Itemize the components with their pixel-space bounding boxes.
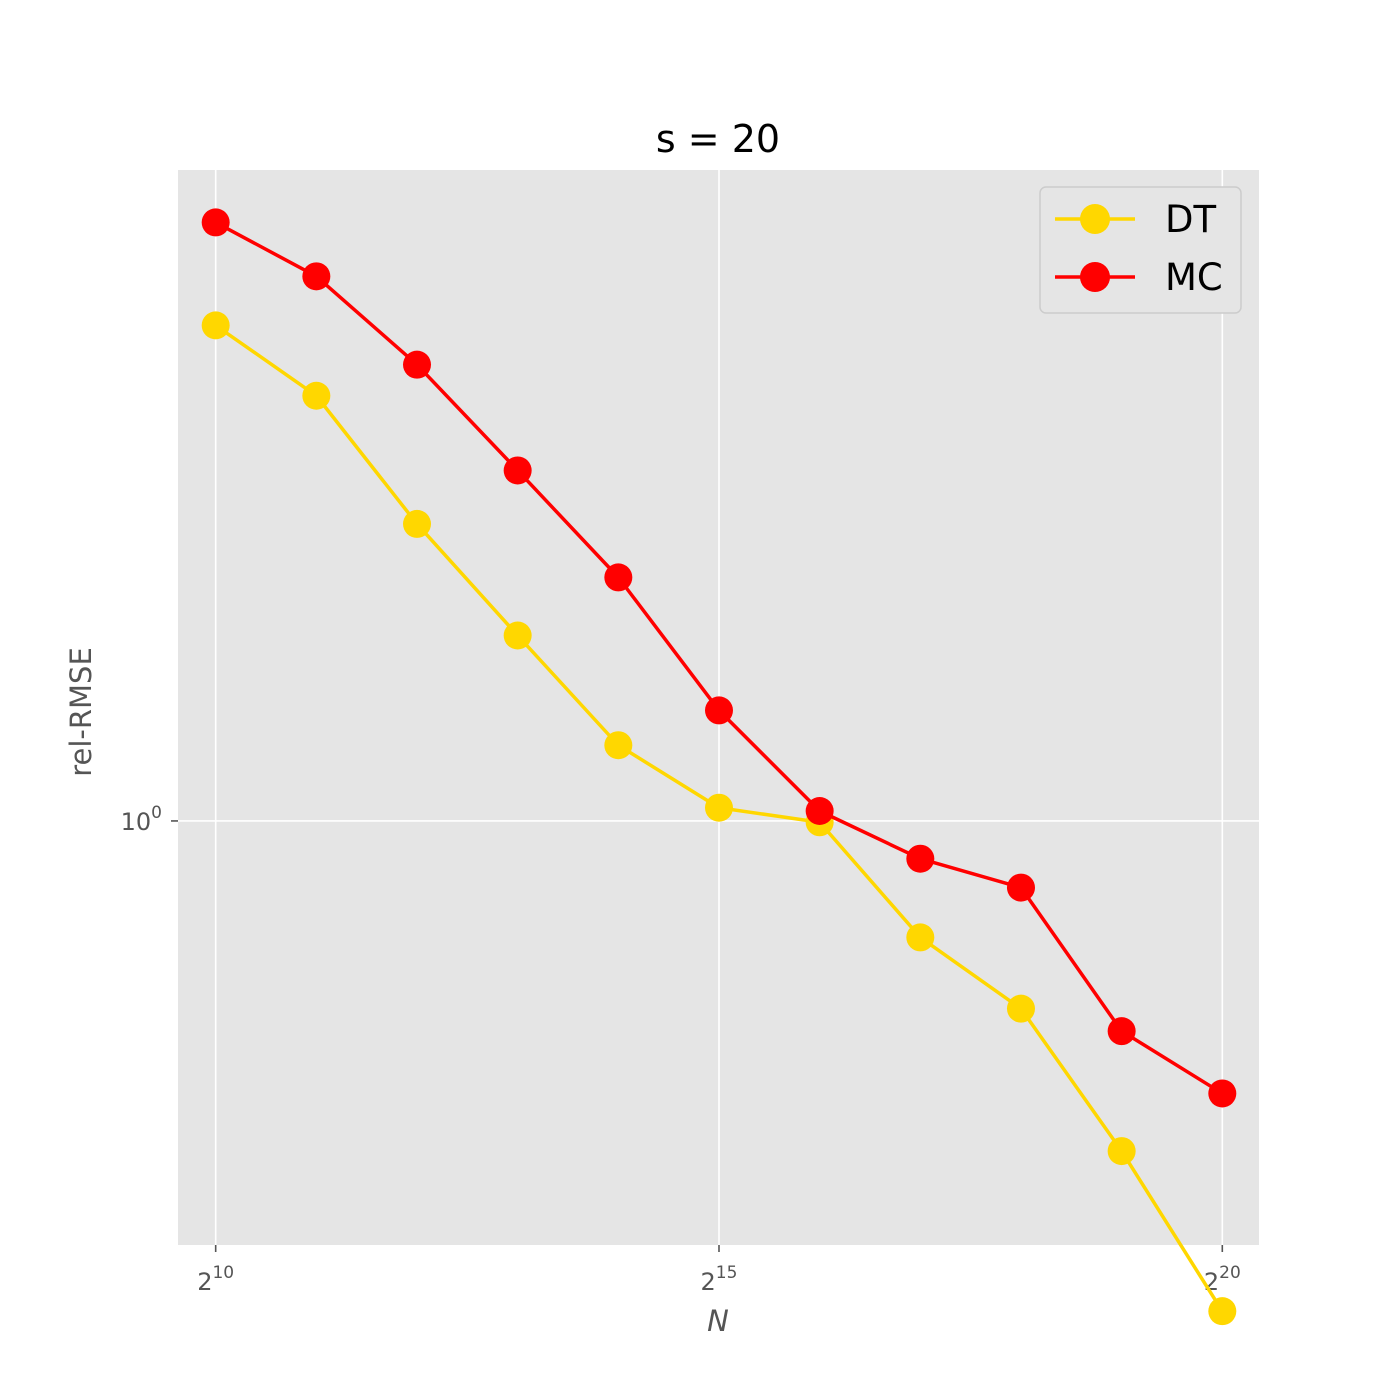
y-tick-label: 100: [121, 803, 162, 836]
data-point-dt: [906, 923, 935, 952]
data-point-mc: [906, 844, 935, 873]
data-point-mc: [302, 262, 331, 291]
chart-title: s = 20: [656, 117, 780, 161]
data-point-dt: [201, 311, 230, 340]
series-layer: [201, 208, 1237, 1326]
data-point-dt: [604, 731, 633, 760]
series-mc: [201, 208, 1237, 1108]
data-point-mc: [704, 696, 733, 725]
data-point-mc: [503, 456, 532, 485]
legend-marker-dt: [1080, 204, 1110, 234]
data-point-mc: [201, 208, 230, 237]
x-tick-label: 210: [197, 1263, 234, 1296]
legend-marker-mc: [1080, 262, 1110, 292]
legend-label-mc: MC: [1165, 256, 1223, 299]
data-point-dt: [503, 621, 532, 650]
data-point-dt: [1208, 1297, 1237, 1326]
data-point-dt: [403, 509, 432, 538]
data-point-mc: [805, 796, 834, 825]
data-point-dt: [704, 793, 733, 822]
data-point-dt: [302, 381, 331, 410]
data-point-mc: [1107, 1017, 1136, 1046]
data-point-mc: [403, 350, 432, 379]
data-point-dt: [1107, 1137, 1136, 1166]
y-axis-label: rel-RMSE: [64, 647, 98, 777]
x-tick-label: 215: [701, 1263, 738, 1296]
legend: DT MC: [1039, 186, 1242, 314]
data-point-mc: [1006, 873, 1035, 902]
data-point-mc: [1208, 1079, 1237, 1108]
x-axis-label: N: [707, 1304, 729, 1338]
data-point-mc: [604, 563, 633, 592]
data-point-dt: [1006, 994, 1035, 1023]
legend-label-dt: DT: [1165, 198, 1216, 241]
series-dt: [201, 311, 1237, 1326]
